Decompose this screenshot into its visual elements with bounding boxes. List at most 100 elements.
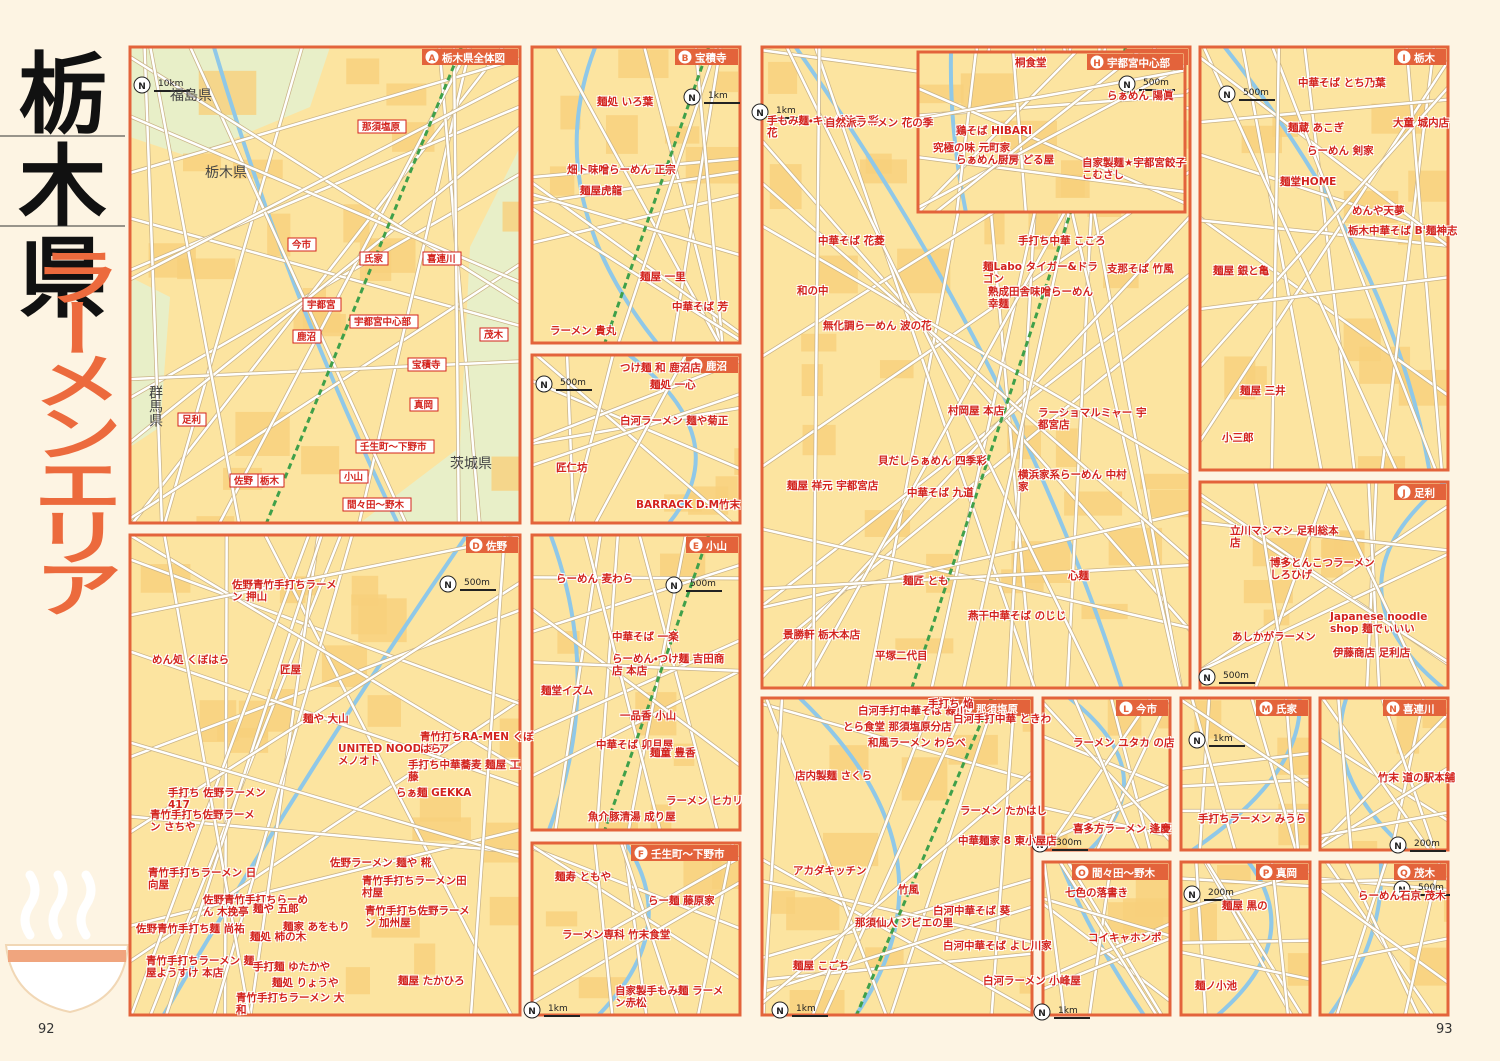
- shop-label: 栃木中華そば B'麺神志: [1348, 225, 1458, 237]
- area-tag: [422, 251, 462, 266]
- shop-label: 手もみ麺・キング餃子 彩花: [767, 115, 879, 139]
- area-tag: [357, 119, 407, 134]
- area-tag-name: 宝積寺: [412, 359, 441, 371]
- area-tag: [339, 469, 369, 484]
- road: [622, 843, 648, 1015]
- panel-border: [1179, 860, 1312, 1017]
- tag-letter-circle: [678, 50, 692, 64]
- town-area: [560, 95, 581, 130]
- shop-label: 青竹手打ちラーメン田村屋: [362, 875, 467, 899]
- town-area: [351, 594, 387, 635]
- road: [1043, 862, 1066, 1015]
- map-panel: [130, 535, 520, 1015]
- town-area: [196, 516, 235, 523]
- town-area: [879, 360, 914, 379]
- panel-border: [1318, 860, 1450, 1017]
- tag-letter-circle: [959, 701, 973, 715]
- shop-label: 麺Labo タイガー&ドラゴン: [983, 261, 1098, 285]
- road: [1043, 806, 1170, 838]
- tag-name: 栃木: [1414, 52, 1436, 65]
- area-tag-name: 壬生町～下野市: [360, 441, 427, 453]
- shop-label: 麺蔵 あこぎ: [1288, 122, 1345, 134]
- tag-letter: Q: [1400, 869, 1408, 879]
- shop-label: めん処 くぼはら: [152, 654, 230, 666]
- road: [762, 170, 1190, 468]
- tag-letter-circle: [1259, 865, 1273, 879]
- road: [1335, 862, 1388, 1015]
- road: [1284, 698, 1300, 850]
- road: [1011, 52, 1028, 212]
- road: [935, 52, 1140, 212]
- shop-label: 七色の落書き: [1065, 887, 1128, 899]
- shop-label: 手打ちラーメン みうら: [1198, 813, 1307, 825]
- town-area: [1243, 579, 1293, 604]
- town-area: [367, 695, 402, 727]
- area-tag: [229, 473, 259, 488]
- tag-letter-circle: [1397, 485, 1411, 499]
- town-area: [801, 333, 837, 352]
- shop-label: 麺家 あをもり: [283, 921, 350, 933]
- panel-border: [1198, 480, 1450, 690]
- shop-label: 自家製麺★宇都宮餃子 こむさし: [1082, 157, 1186, 181]
- road: [762, 952, 1032, 982]
- road: [1088, 862, 1113, 1015]
- road: [1250, 698, 1297, 850]
- shop-label: 麺や 大山: [303, 713, 349, 725]
- road: [1200, 552, 1448, 672]
- shop-label: 麺堂HOME: [1280, 176, 1337, 188]
- road: [1380, 47, 1436, 470]
- shop-label: 青竹手打ちラーメン 日向屋: [148, 867, 257, 891]
- road: [130, 608, 520, 759]
- north-n: N: [528, 1007, 536, 1017]
- town-area: [618, 49, 669, 79]
- scale-label: 500m: [1243, 88, 1269, 98]
- road: [1200, 276, 1448, 311]
- shop-label: 鶏そば HIBARI: [956, 125, 1032, 137]
- road: [1326, 482, 1426, 688]
- map-panel: [1181, 862, 1310, 1015]
- panel-border: [760, 696, 1034, 1017]
- shop-label: 竹末 道の駅本舗: [1378, 772, 1456, 784]
- north-arrow: [665, 576, 683, 594]
- road: [532, 193, 740, 257]
- shop-label: 中華そば 芳: [672, 301, 729, 313]
- panel-border: [916, 50, 1187, 214]
- tag-name: 栃木県全体図: [442, 52, 505, 65]
- shop-label: 心麺: [1068, 570, 1089, 582]
- shop-label: 白河手打中華 ときわ: [953, 713, 1052, 725]
- tag-letter: I: [1402, 54, 1405, 64]
- town-area: [801, 364, 823, 397]
- road: [1337, 698, 1353, 850]
- shop-label: 青竹手打ちラーメン 麺屋ようすけ 本店: [146, 955, 255, 979]
- tag-letter: K: [963, 705, 971, 715]
- railway: [603, 535, 711, 830]
- tag-letter: C: [693, 362, 700, 372]
- tag-letter: L: [1123, 705, 1129, 715]
- scale-label: 10km: [158, 79, 183, 89]
- panel-border: [530, 353, 742, 525]
- shop-label: 麺屋 祥元 宇都宮店: [787, 480, 879, 492]
- north-arrow: [1188, 731, 1206, 749]
- town-area: [769, 891, 796, 914]
- panel-border: [760, 45, 1192, 690]
- shop-label: 麺処 柿の木: [250, 931, 307, 943]
- road: [1058, 862, 1158, 1015]
- shop-label: 匠屋: [280, 664, 301, 676]
- title-pref: 栃木県: [18, 42, 107, 330]
- panel-border: [1198, 45, 1450, 472]
- shop-label: 麺屋 一里: [640, 271, 686, 283]
- road: [889, 698, 997, 1015]
- road: [762, 182, 1190, 561]
- map-panel: [130, 47, 520, 523]
- road: [762, 702, 1032, 782]
- road: [1270, 862, 1290, 1015]
- area-tag: [479, 327, 509, 342]
- scale-label: 500m: [560, 378, 586, 388]
- shop-label: ラーメン ユタカ の店: [1073, 737, 1175, 749]
- scale-label: 200m: [1208, 888, 1234, 898]
- map-panel: [532, 47, 740, 343]
- road: [1181, 778, 1310, 788]
- road: [762, 905, 1032, 994]
- river: [1223, 47, 1432, 470]
- road: [1200, 86, 1448, 368]
